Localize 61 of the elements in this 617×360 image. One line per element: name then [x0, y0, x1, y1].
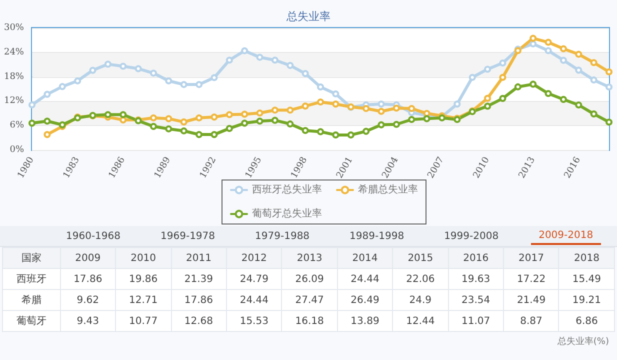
data-label: 8.87	[504, 310, 559, 332]
data-label: 12.71	[116, 290, 172, 310]
x-tick-label: 2017	[504, 248, 559, 268]
x-tick-label: 2009	[60, 248, 116, 268]
x-tick-label: 2012	[226, 248, 282, 268]
data-label: 9.43	[60, 310, 116, 332]
data-label: 22.06	[392, 268, 448, 290]
data-label: 24.44	[337, 268, 393, 290]
y-tick-label: 西班牙	[2, 268, 60, 290]
text: 国家	[2, 248, 60, 268]
data-label: 17.22	[504, 268, 559, 290]
data-label: 19.63	[448, 268, 504, 290]
data-label: 27.47	[282, 290, 338, 310]
legend-label: 西班牙总失业率	[252, 184, 322, 196]
y-tick-label: 0%	[10, 145, 24, 155]
data-label: 21.39	[171, 268, 226, 290]
text: 1999-2008	[443, 230, 500, 244]
data-label: 17.86	[60, 268, 116, 290]
data-label: 12.44	[392, 310, 448, 332]
data-label: 26.09	[282, 268, 338, 290]
y-tick-label: 30%	[4, 23, 24, 33]
text: 1979-1988	[254, 230, 311, 244]
data-label: 16.18	[282, 310, 338, 332]
data-label: 17.86	[171, 290, 226, 310]
x-tick-label: 2016	[448, 248, 504, 268]
data-label: 6.86	[558, 310, 614, 332]
text: 总失业率(%)	[556, 336, 610, 348]
text: 1960-1968	[65, 230, 122, 244]
data-label: 10.77	[116, 310, 172, 332]
x-tick-label: 2015	[392, 248, 448, 268]
data-label: 26.49	[337, 290, 393, 310]
data-label: 12.68	[171, 310, 226, 332]
y-tick-label: 12%	[4, 96, 24, 106]
x-tick-label: 2013	[282, 248, 338, 268]
legend-label: 希腊总失业率	[358, 184, 418, 196]
data-label: 24.9	[392, 290, 448, 310]
data-label: 9.62	[60, 290, 116, 310]
legend-label: 葡萄牙总失业率	[252, 208, 322, 220]
data-label: 24.44	[226, 290, 282, 310]
y-tick-label: 6%	[10, 120, 24, 131]
data-label: 21.49	[504, 290, 559, 310]
x-tick-label: 2014	[337, 248, 393, 268]
data-label: 19.21	[558, 290, 614, 310]
text: 2009-2018	[530, 228, 602, 244]
x-tick-label: 2011	[171, 248, 226, 268]
chart-title: 总失业率	[286, 10, 330, 23]
data-label: 23.54	[448, 290, 504, 310]
y-tick-label: 葡萄牙	[2, 310, 60, 332]
text: 1969-1978	[160, 230, 216, 244]
y-tick-label: 18%	[4, 72, 24, 82]
x-tick-label: 2018	[558, 248, 614, 268]
data-label: 11.07	[448, 310, 504, 332]
y-tick-label: 24%	[4, 47, 24, 58]
y-tick-label: 希腊	[2, 290, 60, 310]
data-label: 15.49	[558, 268, 614, 290]
data-label: 13.89	[337, 310, 393, 332]
data-label: 19.86	[116, 268, 172, 290]
x-tick-label: 2010	[116, 248, 172, 268]
text: 1989-1998	[348, 230, 406, 244]
data-label: 15.53	[226, 310, 282, 332]
data-label: 24.79	[226, 268, 282, 290]
